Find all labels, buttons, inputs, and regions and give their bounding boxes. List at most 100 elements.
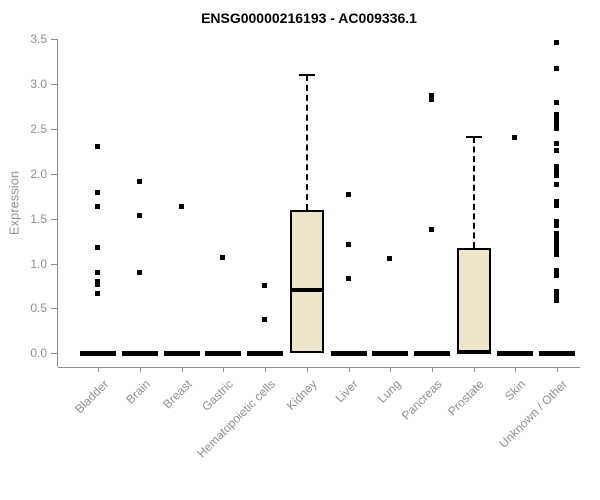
data-point bbox=[137, 178, 142, 184]
y-tick-label: 3.5 bbox=[30, 32, 47, 47]
zero-expression-bar bbox=[205, 351, 242, 357]
y-tick bbox=[51, 39, 57, 41]
data-point bbox=[554, 39, 559, 45]
zero-expression-bar bbox=[122, 351, 158, 357]
data-point bbox=[178, 204, 184, 210]
upper-whisker-cap bbox=[465, 136, 482, 139]
data-point bbox=[554, 251, 559, 257]
data-point bbox=[387, 256, 393, 262]
data-point bbox=[428, 92, 434, 98]
data-point bbox=[512, 134, 518, 140]
y-tick-label: 1.5 bbox=[30, 211, 47, 226]
data-point bbox=[95, 269, 101, 275]
data-point bbox=[554, 235, 559, 241]
data-point bbox=[554, 147, 559, 153]
zero-expression-bar bbox=[539, 351, 575, 357]
y-tick bbox=[51, 218, 57, 220]
y-tick-label: 0.0 bbox=[30, 346, 47, 361]
data-point bbox=[554, 219, 559, 225]
data-point bbox=[554, 273, 559, 279]
zero-expression-bar bbox=[330, 351, 367, 357]
y-tick bbox=[51, 129, 57, 131]
x-tick bbox=[557, 367, 558, 372]
data-point bbox=[137, 213, 142, 219]
median-line bbox=[289, 287, 324, 292]
x-tick bbox=[181, 367, 183, 372]
iqr-box bbox=[456, 248, 491, 354]
x-tick-label: Liver bbox=[333, 377, 362, 406]
upper-whisker bbox=[472, 137, 475, 249]
data-point bbox=[554, 65, 559, 71]
data-point bbox=[554, 111, 559, 117]
zero-expression-bar bbox=[163, 351, 200, 357]
y-tick-label: 2.0 bbox=[30, 166, 47, 181]
data-point bbox=[95, 282, 101, 288]
y-tick bbox=[51, 84, 57, 86]
data-point bbox=[345, 192, 351, 198]
zero-expression-bar bbox=[80, 351, 117, 357]
y-tick bbox=[51, 263, 57, 265]
x-tick-label: Pancreas bbox=[399, 377, 445, 423]
y-tick-label: 0.5 bbox=[30, 301, 47, 316]
data-point bbox=[554, 230, 559, 236]
data-point bbox=[554, 100, 559, 105]
y-axis-line bbox=[57, 39, 58, 367]
data-point bbox=[554, 198, 559, 204]
data-point bbox=[95, 143, 101, 149]
data-point bbox=[95, 291, 101, 297]
data-point bbox=[554, 126, 559, 132]
y-tick bbox=[51, 353, 57, 355]
x-tick bbox=[390, 367, 392, 372]
data-point bbox=[95, 204, 101, 210]
data-point bbox=[262, 283, 268, 289]
zero-expression-bar bbox=[247, 351, 284, 357]
data-point bbox=[428, 227, 434, 233]
x-tick bbox=[431, 367, 433, 372]
x-tick-label: Hematopoietic cells bbox=[194, 377, 279, 461]
data-point bbox=[554, 172, 559, 178]
data-point bbox=[554, 289, 559, 295]
iqr-box bbox=[289, 209, 324, 354]
data-point bbox=[554, 117, 559, 123]
data-point bbox=[554, 243, 559, 249]
data-point bbox=[554, 239, 559, 245]
data-point bbox=[95, 245, 101, 251]
zero-expression-bar bbox=[497, 351, 534, 357]
x-axis-line bbox=[58, 367, 580, 368]
x-tick bbox=[306, 367, 308, 372]
data-point bbox=[554, 203, 559, 209]
data-point bbox=[554, 121, 559, 127]
data-point bbox=[262, 317, 268, 323]
y-tick-label: 3.0 bbox=[30, 77, 47, 92]
data-point bbox=[554, 248, 559, 254]
chart-title: ENSG00000216193 - AC009336.1 bbox=[201, 10, 417, 26]
x-tick bbox=[348, 367, 350, 372]
y-tick-label: 2.5 bbox=[30, 122, 47, 137]
data-point bbox=[95, 189, 101, 195]
data-point bbox=[554, 141, 559, 147]
data-point bbox=[345, 275, 351, 281]
data-point bbox=[95, 279, 101, 285]
x-tick bbox=[140, 367, 141, 372]
data-point bbox=[137, 270, 142, 276]
data-point bbox=[554, 267, 559, 273]
data-point bbox=[345, 241, 351, 247]
data-point bbox=[554, 222, 559, 228]
data-point bbox=[554, 168, 559, 174]
median-line bbox=[456, 349, 491, 354]
x-tick bbox=[223, 367, 225, 372]
data-point bbox=[428, 97, 434, 103]
x-tick bbox=[265, 367, 267, 372]
upper-whisker bbox=[305, 75, 308, 210]
x-tick-label: Prostate bbox=[444, 377, 487, 419]
y-tick bbox=[51, 308, 57, 310]
x-tick-label: Kidney bbox=[283, 377, 320, 413]
data-point bbox=[554, 293, 559, 299]
data-point bbox=[554, 298, 559, 304]
zero-expression-bar bbox=[413, 351, 450, 357]
x-tick-label: Bladder bbox=[72, 377, 112, 417]
data-point bbox=[220, 255, 226, 261]
x-tick-label: Breast bbox=[160, 377, 195, 412]
